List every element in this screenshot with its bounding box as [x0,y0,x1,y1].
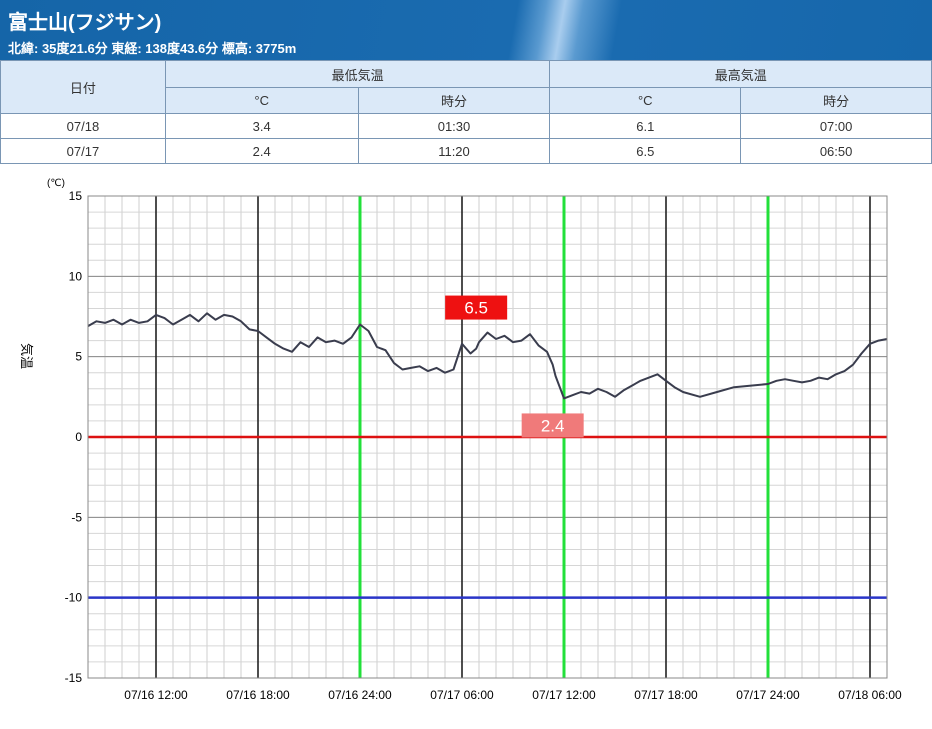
x-tick-label: 07/17 24:00 [736,688,800,702]
cell-max: 6.5 [549,138,742,164]
cell-max-time: 06:50 [740,138,932,164]
cell-min: 2.4 [164,138,359,164]
temperature-chart: 6.5 2.4 15 10 5 0 -5 -10 -15 07/16 12:00 07/16 1… [0,166,932,724]
temperature-summary-table: 日付 最低気温 最高気温 °C 時分 °C 時分 07/18 3.4 01:30… [0,60,932,164]
annotation-label: 2.4 [541,416,565,435]
header-max-unit: °C [549,87,742,114]
y-tick-label: 5 [75,350,82,364]
x-tick-label: 07/16 12:00 [124,688,188,702]
cell-date: 07/18 [0,113,166,139]
temperature-line [87,312,888,400]
y-tick-labels: 15 10 5 0 -5 -10 -15 [65,189,83,685]
x-tick-label: 07/17 18:00 [634,688,698,702]
cell-min-time: 11:20 [357,138,551,164]
table-row: 07/18 3.4 01:30 6.1 07:00 [0,113,932,139]
header-max-temp: 最高気温 [549,60,932,88]
header-min-unit: °C [164,87,359,114]
y-tick-label: -5 [71,510,82,524]
cell-max-time: 07:00 [740,113,932,139]
annotations: 6.5 2.4 [445,295,584,438]
series-lines [87,312,888,400]
y-tick-label: 0 [75,430,82,444]
x-tick-label: 07/18 06:00 [838,688,902,702]
y-tick-label: 15 [69,189,83,203]
station-header: 富士山(フジサン) 北緯: 35度21.6分 東経: 138度43.6分 標高:… [0,0,932,60]
x-tick-labels: 07/16 12:00 07/16 18:00 07/16 24:00 07/17 0… [124,688,902,702]
y-tick-label: -15 [65,671,83,685]
cell-date: 07/17 [0,138,166,164]
header-date: 日付 [0,60,166,114]
station-coordinates: 北緯: 35度21.6分 東経: 138度43.6分 標高: 3775m [8,41,297,56]
cell-max: 6.1 [549,113,742,139]
x-tick-label: 07/17 12:00 [532,688,596,702]
x-tick-label: 07/16 24:00 [328,688,392,702]
annotation-label: 6.5 [464,299,488,318]
cell-min-time: 01:30 [357,113,551,139]
x-tick-label: 07/17 06:00 [430,688,494,702]
annotation-box [521,413,584,438]
y-tick-label: -10 [65,591,83,605]
table-row: 07/17 2.4 11:20 6.5 06:50 [0,138,932,164]
y-unit-label: (℃) [47,178,65,189]
y-tick-label: 10 [69,269,83,283]
y-axis-title: 気温 [19,343,34,369]
x-tick-label: 07/16 18:00 [226,688,290,702]
plot-frame [87,195,888,679]
header-min-temp: 最低気温 [164,60,551,88]
cell-min: 3.4 [164,113,359,139]
annotation-box [445,295,508,320]
station-title: 富士山(フジサン) [8,12,162,34]
header-min-time: 時分 [357,87,551,114]
header-max-time: 時分 [740,87,932,114]
